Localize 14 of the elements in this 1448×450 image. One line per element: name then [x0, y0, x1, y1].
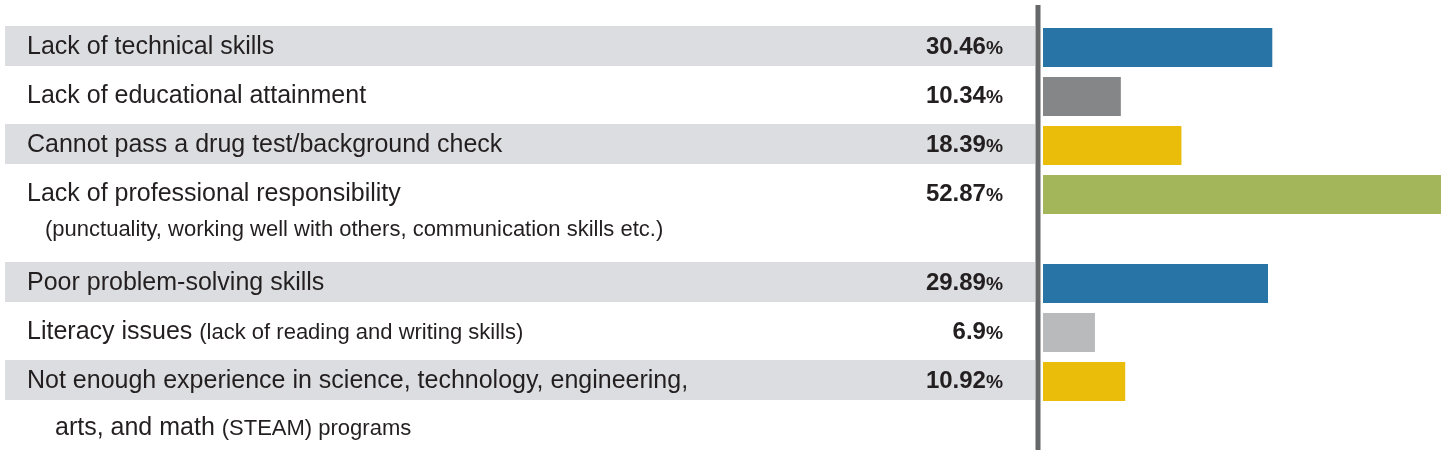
- data-label: 18.39%: [925, 130, 1003, 157]
- y-tick-label: Poor problem-solving skills: [27, 267, 325, 295]
- y-tick-label: Not enough experience in science, technology, engineering, arts, and math (STEAM) programs: [27, 365, 689, 440]
- y-tick-label: Cannot pass a drug test/background check: [27, 129, 503, 157]
- y-tick-label: Lack of educational attainment: [27, 80, 367, 108]
- data-label: 52.87%: [925, 179, 1003, 206]
- data-label: 6.9%: [952, 317, 1003, 344]
- data-label: 30.46%: [925, 32, 1003, 59]
- data-label: 29.89%: [925, 268, 1003, 295]
- data-label: 10.34%: [925, 81, 1003, 108]
- y-tick-label: Lack of professional responsibility (punctuality, working well with others, communication skills etc.): [27, 178, 664, 241]
- data-label: 10.92%: [925, 366, 1003, 393]
- y-tick-label: Lack of technical skills: [27, 31, 275, 59]
- y-tick-label: Literacy issues (lack of reading and writing skills): [27, 316, 524, 344]
